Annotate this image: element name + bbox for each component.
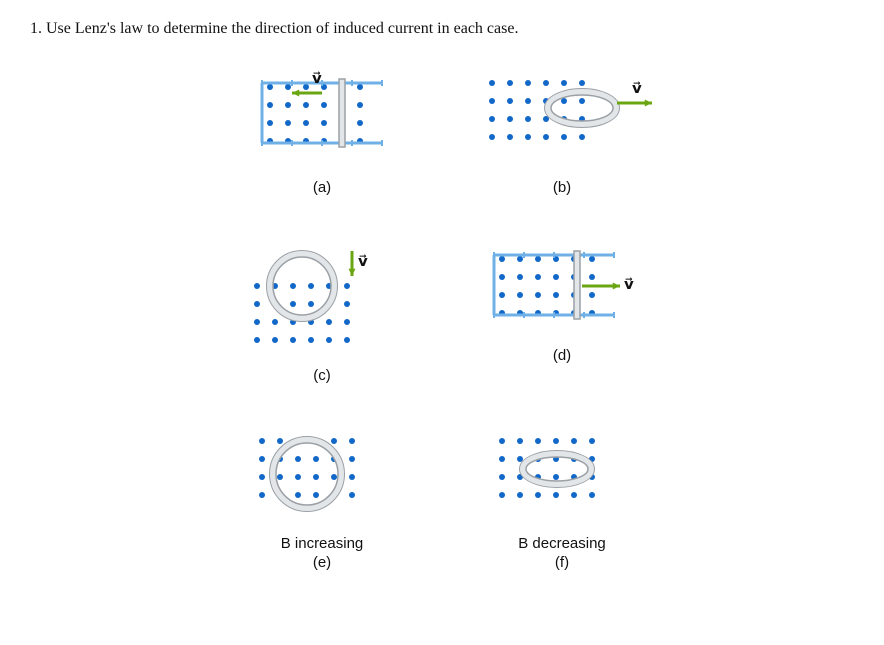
panel-label-a: (a) — [212, 179, 432, 196]
panel-e: B increasing (e) — [212, 419, 432, 571]
panel-label-e: (e) — [212, 554, 432, 571]
panel-label-c: (c) — [212, 367, 432, 384]
svg-text:v⃗: v⃗ — [312, 70, 322, 87]
panel-a: v⃗ (a) — [212, 63, 432, 196]
panel-sublabel-e: B increasing — [212, 535, 432, 552]
panel-sublabel-f: B decreasing — [452, 535, 672, 552]
figure-grid: v⃗ (a) v⃗ (b) v⃗ (c) v⃗ (d) B increasing… — [30, 63, 854, 571]
question-number: 1. — [30, 20, 42, 37]
panel-d: v⃗ (d) — [452, 231, 672, 384]
diagram-f — [462, 419, 662, 529]
diagram-d: v⃗ — [462, 231, 662, 341]
diagram-a: v⃗ — [222, 63, 422, 173]
panel-c: v⃗ (c) — [212, 231, 432, 384]
diagram-e — [222, 419, 422, 529]
svg-text:v⃗: v⃗ — [632, 80, 642, 97]
svg-text:v⃗: v⃗ — [624, 276, 634, 293]
panel-b: v⃗ (b) — [452, 63, 672, 196]
question-text: 1. Use Lenz's law to determine the direc… — [30, 20, 854, 38]
svg-text:v⃗: v⃗ — [358, 253, 368, 270]
panel-label-f: (f) — [452, 554, 672, 571]
panel-f: B decreasing (f) — [452, 419, 672, 571]
panel-label-b: (b) — [452, 179, 672, 196]
diagram-c: v⃗ — [222, 231, 422, 361]
question-prompt: Use Lenz's law to determine the directio… — [46, 20, 518, 37]
diagram-b: v⃗ — [462, 63, 662, 173]
panel-label-d: (d) — [452, 347, 672, 364]
